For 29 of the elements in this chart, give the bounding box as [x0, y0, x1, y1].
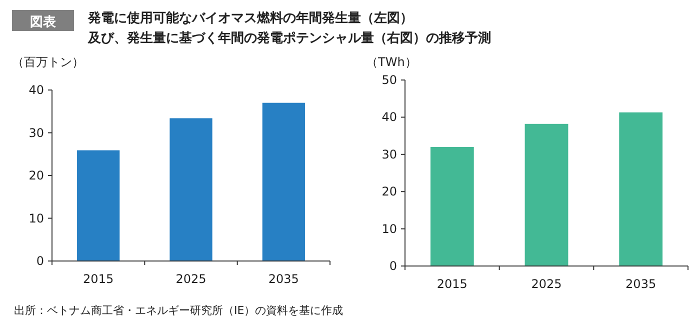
text: 出所：ベトナム商工省・エネルギー研究所（IE）の資料を基に作成 — [14, 304, 344, 317]
bar — [619, 112, 663, 266]
x-tick-label: 2015 — [83, 272, 114, 286]
y-tick-label: 30 — [382, 147, 397, 162]
x-tick-label: 2025 — [531, 277, 562, 291]
x-tick-label: 2035 — [268, 272, 299, 286]
y-tick-label: 20 — [28, 168, 44, 182]
y-tick-label: 50 — [382, 73, 397, 87]
bar — [430, 146, 474, 266]
y-tick-label: 40 — [28, 83, 44, 97]
y-tick-label: 0 — [36, 254, 44, 268]
bar — [170, 118, 212, 261]
x-tick-label: 2035 — [626, 277, 656, 291]
bar — [524, 124, 568, 266]
y-tick-label: 20 — [382, 184, 397, 199]
y-tick-label: 30 — [28, 126, 44, 140]
chart-subtitle: 及び、発生量に基づく年間の発電ポテンシャル量（右図）の推移予測 — [87, 31, 491, 46]
y-tick-label: 0 — [389, 259, 397, 273]
bar — [262, 102, 305, 261]
y-axis-title: （TWh） — [366, 55, 417, 69]
bar — [77, 150, 120, 261]
y-tick-label: 10 — [382, 222, 397, 236]
text: 図表 — [30, 15, 57, 30]
x-tick-label: 2015 — [436, 277, 468, 291]
y-tick-label: 10 — [28, 211, 44, 226]
y-axis-title: （百万トン） — [12, 55, 84, 69]
x-tick-label: 2025 — [176, 272, 206, 286]
y-tick-label: 40 — [382, 110, 397, 124]
chart-title: 発電に使用可能なバイオマス燃料の年間発生量（左図） — [87, 10, 413, 26]
